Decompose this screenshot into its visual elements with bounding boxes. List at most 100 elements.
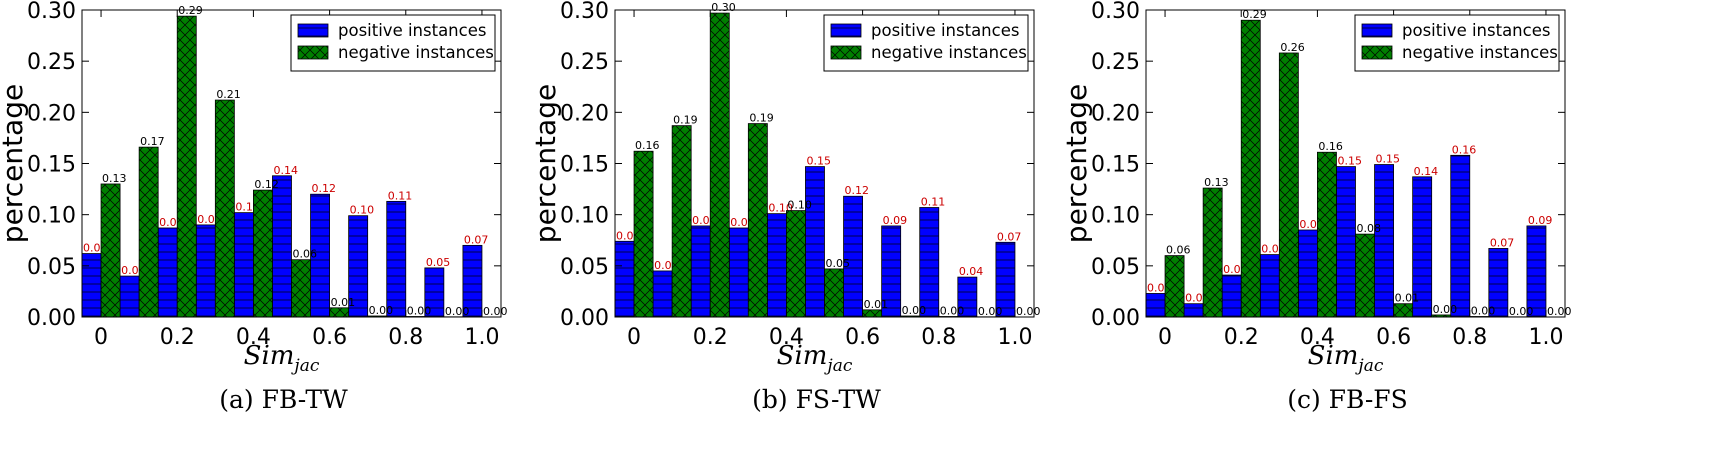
negative-bar-hatch-6 xyxy=(1393,303,1413,317)
x-axis-label-subscript: jac xyxy=(823,356,852,376)
negative-bar-hatch-3 xyxy=(748,123,768,317)
negative-data-label-4: 0.12 xyxy=(254,178,279,191)
y-tick-label-6: 0.30 xyxy=(560,0,609,24)
negative-bar-hatch-3 xyxy=(1279,52,1299,317)
positive-data-label-5: 0.14 xyxy=(273,164,298,177)
negative-data-label-9: 0.00 xyxy=(445,305,470,318)
y-tick-label-4: 0.20 xyxy=(1091,101,1140,126)
negative-data-label-3: 0.21 xyxy=(216,88,241,101)
panel-caption: (c) FB-FS xyxy=(1287,385,1408,414)
negative-data-label-1: 0.17 xyxy=(140,135,165,148)
positive-data-label-9: 0.07 xyxy=(1490,236,1515,249)
panel-caption: (a) FB-TW xyxy=(219,385,348,414)
positive-data-label-6: 0.15 xyxy=(1376,153,1401,166)
x-tick-label-0: 0 xyxy=(1158,325,1172,350)
x-tick-label-5: 1.0 xyxy=(997,325,1032,350)
x-tick-label-1: 0.2 xyxy=(1224,325,1259,350)
y-tick-label-2: 0.10 xyxy=(1091,204,1140,229)
x-axis-label: Simjac xyxy=(244,341,320,376)
negative-data-label-10: 0.00 xyxy=(483,305,508,318)
negative-data-label-8: 0.00 xyxy=(940,304,965,317)
negative-data-label-7: 0.00 xyxy=(1433,303,1458,316)
y-tick-label-0: 0.00 xyxy=(1091,306,1140,331)
negative-bar-hatch-1 xyxy=(1203,188,1223,317)
positive-bar-hatch-10 xyxy=(995,242,1015,317)
positive-data-label-9: 0.04 xyxy=(959,265,984,278)
positive-data-label-6: 0.12 xyxy=(312,182,337,195)
chart-panel-3: 0.020.010.040.060.090.15 0.150.140.160.07… xyxy=(1060,0,1571,414)
x-tick-label-3: 0.6 xyxy=(845,325,880,350)
negative-bar-hatch-2 xyxy=(1241,20,1261,317)
negative-data-label-8: 0.00 xyxy=(1471,304,1496,317)
positive-bar-hatch-2 xyxy=(691,225,711,317)
legend: positive instances negative instances xyxy=(1354,14,1560,72)
positive-data-label-8: 0.16 xyxy=(1452,143,1477,156)
x-axis-label-base: Sim xyxy=(777,341,828,371)
chart-panel-1: 0.060.040.09 0.090.100.140.120.100.110.05… xyxy=(0,0,507,414)
negative-data-label-5: 0.05 xyxy=(826,257,851,270)
negative-bar-hatch-0 xyxy=(101,183,121,317)
positive-bar-hatch-10 xyxy=(462,245,482,317)
x-axis-label: Simjac xyxy=(777,341,853,376)
negative-data-label-0: 0.13 xyxy=(102,172,127,185)
positive-bar-hatch-6 xyxy=(1374,164,1394,317)
y-tick-label-5: 0.25 xyxy=(1091,50,1140,75)
negative-bar-hatch-7 xyxy=(1431,314,1451,317)
negative-data-label-4: 0.16 xyxy=(1318,140,1343,153)
negative-legend-label: negative instances xyxy=(338,43,494,62)
negative-bar-hatch-5 xyxy=(824,268,844,317)
positive-data-label-5: 0.15 xyxy=(1337,155,1362,168)
negative-legend-swatch-hatch xyxy=(298,46,328,59)
y-tick-label-5: 0.25 xyxy=(27,50,76,75)
positive-bar-hatch-1 xyxy=(120,276,140,317)
negative-data-label-5: 0.06 xyxy=(293,248,318,261)
y-tick-label-0: 0.00 xyxy=(27,306,76,331)
negative-bar-hatch-7 xyxy=(900,315,920,317)
x-axis-label-subscript: jac xyxy=(1354,356,1383,376)
negative-data-label-0: 0.06 xyxy=(1166,244,1191,257)
positive-bar-hatch-5 xyxy=(1336,166,1356,317)
y-tick-label-3: 0.15 xyxy=(1091,153,1140,178)
positive-bar-hatch-10 xyxy=(1526,225,1546,317)
positive-data-label-8: 0.11 xyxy=(388,189,413,202)
y-axis-label: percentage xyxy=(0,84,29,243)
negative-data-label-6: 0.01 xyxy=(331,296,356,309)
positive-bar-hatch-1 xyxy=(1184,303,1204,317)
y-tick-label-1: 0.05 xyxy=(560,255,609,280)
y-tick-label-1: 0.05 xyxy=(27,255,76,280)
x-tick-label-0: 0 xyxy=(627,325,641,350)
positive-bar-hatch-6 xyxy=(843,196,863,317)
negative-legend-swatch-hatch xyxy=(831,46,861,59)
negative-data-label-9: 0.00 xyxy=(1509,305,1534,318)
negative-data-label-2: 0.30 xyxy=(711,1,736,14)
positive-bar-hatch-0 xyxy=(82,253,102,317)
negative-data-label-6: 0.01 xyxy=(864,298,889,311)
x-axis-label-base: Sim xyxy=(244,341,295,371)
positive-bar-hatch-8 xyxy=(386,201,406,317)
positive-bar-hatch-9 xyxy=(1488,248,1508,317)
negative-data-label-7: 0.00 xyxy=(902,304,927,317)
positive-bar-hatch-3 xyxy=(729,227,749,317)
positive-bar-hatch-9 xyxy=(957,277,977,317)
negative-data-label-8: 0.00 xyxy=(407,304,432,317)
negative-bar-hatch-5 xyxy=(291,259,311,317)
positive-data-label-10: 0.09 xyxy=(1528,214,1553,227)
x-tick-label-1: 0.2 xyxy=(693,325,728,350)
negative-data-label-2: 0.29 xyxy=(178,4,203,17)
positive-data-label-10: 0.07 xyxy=(464,233,489,246)
positive-bar-hatch-3 xyxy=(1260,254,1280,317)
x-axis-label-base: Sim xyxy=(1308,341,1359,371)
x-tick-label-4: 0.8 xyxy=(388,325,423,350)
negative-bar-hatch-2 xyxy=(710,13,730,317)
negative-bar-hatch-7 xyxy=(367,315,387,317)
y-tick-label-2: 0.10 xyxy=(560,204,609,229)
chart-panel-2: 0.070.040.09 0.090.100.150.120.090.110.04… xyxy=(529,0,1040,414)
negative-bar-hatch-6 xyxy=(329,307,349,317)
x-axis-label-subscript: jac xyxy=(290,356,319,376)
y-tick-label-3: 0.15 xyxy=(27,153,76,178)
positive-data-label-6: 0.12 xyxy=(845,184,870,197)
positive-bar-hatch-2 xyxy=(1222,275,1242,317)
panel-caption: (b) FS-TW xyxy=(752,385,881,414)
x-tick-label-0: 0 xyxy=(94,325,108,350)
positive-data-label-9: 0.05 xyxy=(426,256,451,269)
